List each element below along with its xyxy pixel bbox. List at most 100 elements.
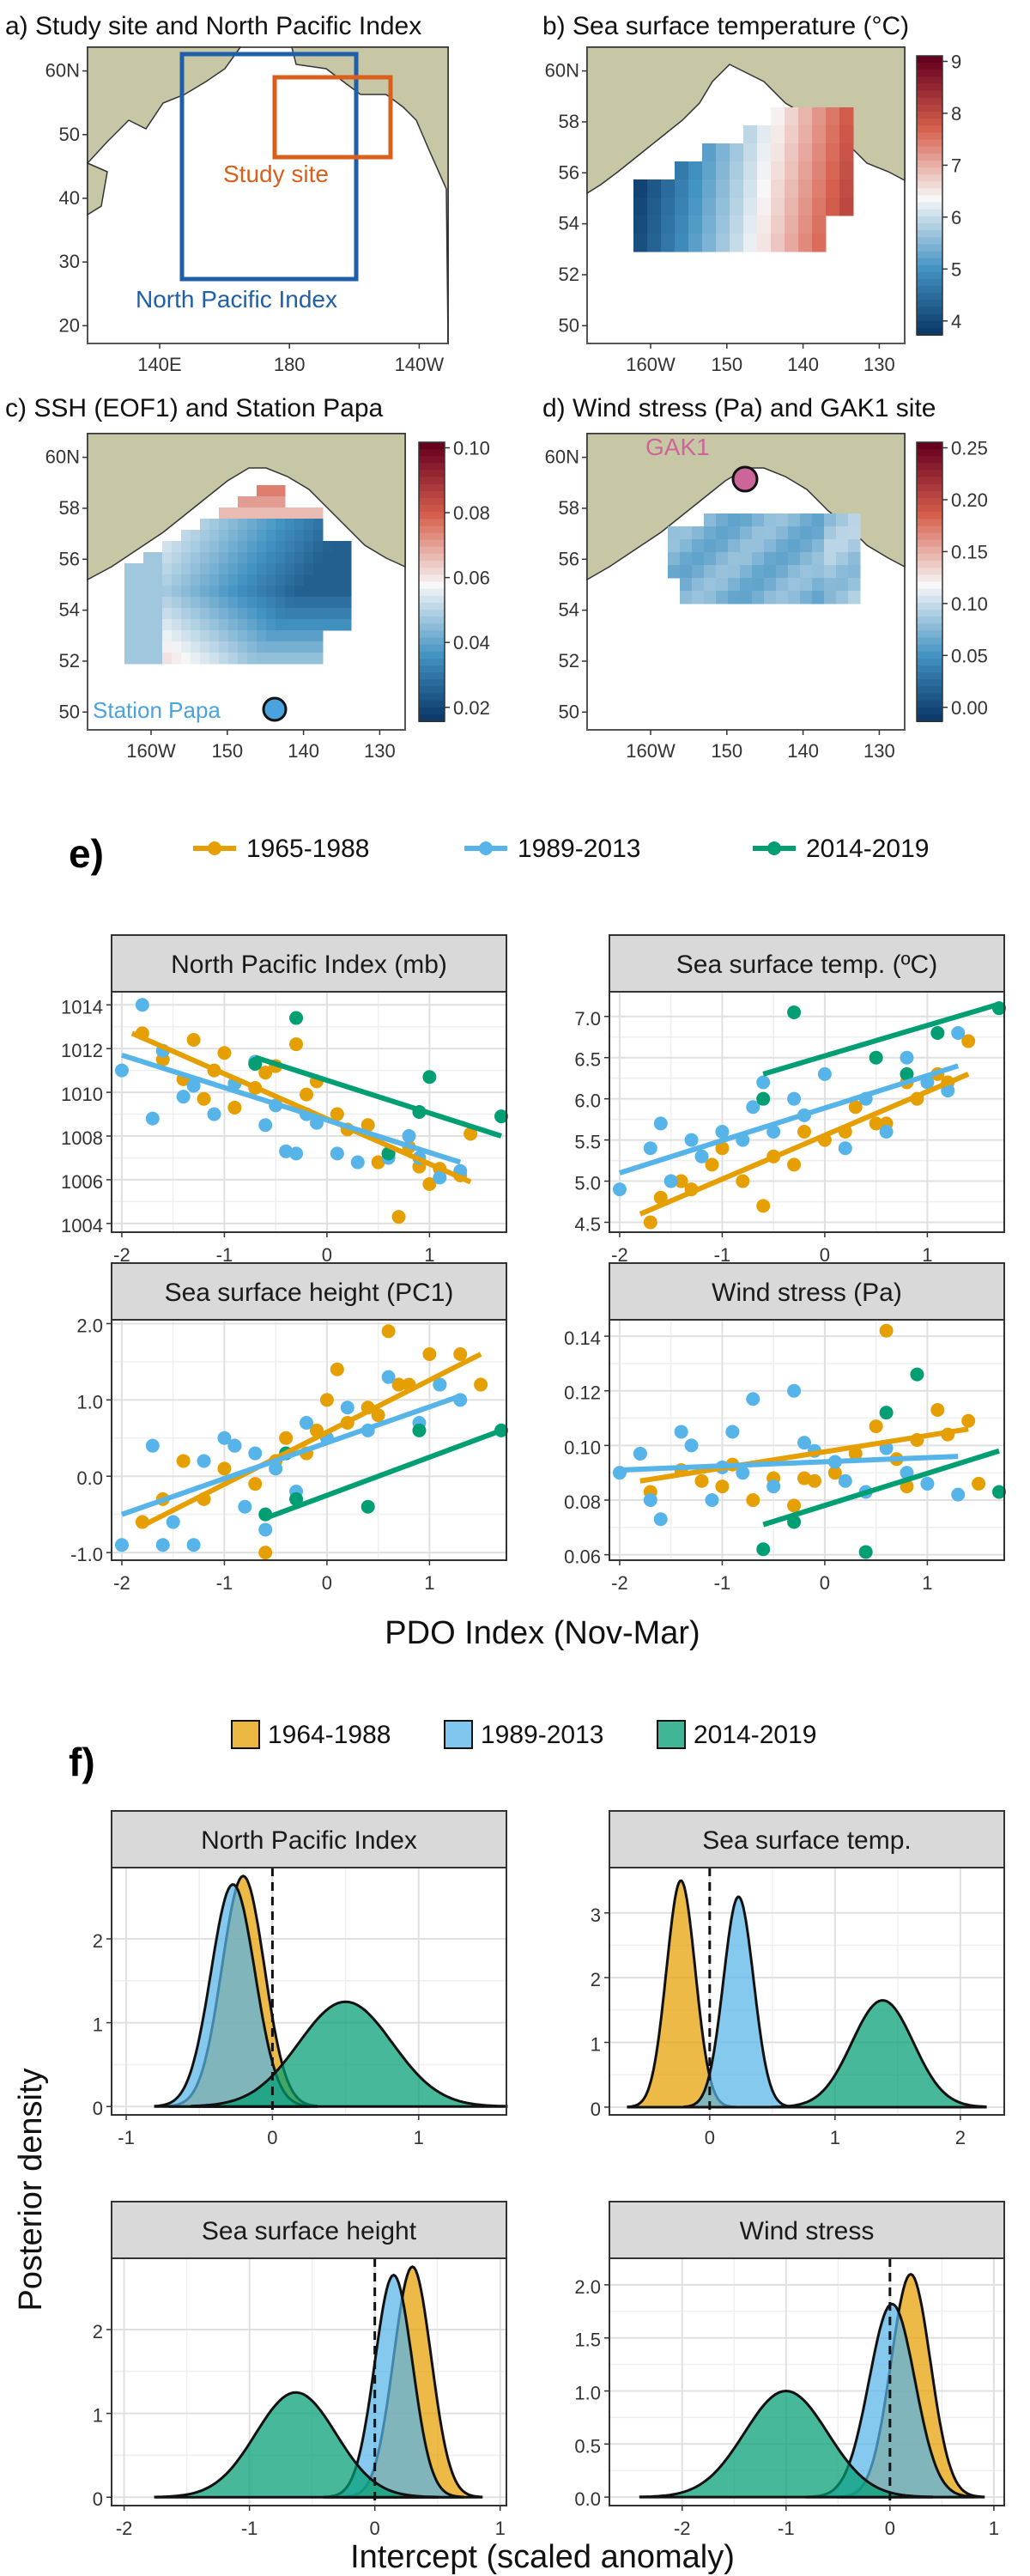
colorbar-segment — [917, 700, 942, 708]
data-point — [217, 1461, 232, 1476]
facet: North Pacific Index 0 1 2 -1 0 1 — [93, 1810, 508, 2148]
sst-cell — [633, 216, 648, 234]
ssh-cell — [209, 597, 220, 609]
ssh-cell — [228, 619, 239, 631]
wind-cell — [800, 552, 813, 566]
x-tick-label: 1 — [922, 1244, 932, 1266]
ssh-cell — [162, 552, 173, 564]
ssh-cell — [304, 641, 314, 653]
ssh-cell — [191, 608, 201, 620]
ssh-cell — [266, 563, 276, 575]
facet-strip — [609, 2201, 1005, 2259]
wind-cell — [788, 513, 801, 527]
sst-cell — [743, 179, 758, 198]
colorbar-segment — [917, 442, 942, 451]
ssh-cell — [266, 630, 276, 642]
data-point — [145, 1438, 160, 1453]
ssh-cell — [247, 563, 258, 575]
ssh-cell — [257, 507, 267, 519]
data-point — [422, 1070, 437, 1084]
data-point — [941, 1084, 955, 1098]
colorbar-segment — [419, 561, 445, 569]
data-point — [869, 1116, 883, 1131]
wind-cell — [728, 526, 741, 540]
y-tick-label: 0.14 — [564, 1327, 601, 1349]
ssh-cell — [209, 608, 220, 620]
facet-border — [609, 1867, 1005, 2116]
wind-cell — [788, 591, 801, 605]
y-tick-label: 0 — [93, 2098, 103, 2119]
data-point — [972, 1476, 986, 1491]
ssh-cell — [247, 630, 258, 642]
colorbar-segment — [917, 244, 942, 252]
sst-cell — [743, 125, 758, 144]
ssh-cell — [162, 653, 173, 665]
ssh-cell — [191, 630, 201, 642]
wind-cell — [812, 513, 825, 527]
map-y-tick-label: 50 — [59, 701, 80, 722]
ssh-cell — [200, 630, 210, 642]
x-tick-label: 1 — [424, 1244, 434, 1266]
facet-strip — [609, 934, 1005, 993]
wind-cell — [836, 513, 849, 527]
ssh-cell — [228, 552, 239, 564]
sst-cell — [688, 234, 703, 252]
ssh-cell — [276, 619, 286, 631]
colorbar-tick-label: 7 — [951, 155, 961, 176]
colorbar-frame — [916, 55, 943, 336]
y-tick-label: 0.0 — [76, 1467, 103, 1489]
ssh-cell — [134, 641, 144, 653]
map-y-tick-label: 50 — [559, 701, 579, 722]
y-tick-label: 1.5 — [574, 2330, 601, 2351]
map-y-tick-label: 56 — [559, 161, 579, 183]
ssh-cell — [219, 563, 229, 575]
ssh-cell — [332, 608, 342, 620]
ssh-cell — [172, 608, 182, 620]
ssh-cell — [257, 586, 267, 598]
ssh-cell — [247, 641, 258, 653]
ssh-cell — [323, 574, 333, 586]
sst-cell — [771, 107, 785, 126]
sst-cell — [798, 197, 813, 216]
sst-cell — [798, 179, 813, 198]
ssh-cell — [134, 574, 144, 586]
colorbar-segment — [917, 679, 942, 688]
data-point — [453, 1347, 468, 1361]
data-point — [238, 1499, 252, 1514]
colorbar-segment — [917, 595, 942, 604]
y-tick-label: 0.12 — [564, 1382, 601, 1404]
y-tick-label: 1004 — [61, 1215, 103, 1236]
ssh-cell — [200, 619, 210, 631]
colorbar-tick-label: 0.02 — [453, 697, 490, 719]
ssh-cell — [181, 552, 191, 564]
ssh-cell — [276, 574, 286, 586]
sst-cell — [812, 216, 827, 234]
wind-cell — [752, 539, 765, 553]
facet-border — [609, 1319, 1005, 1561]
wind-cell — [836, 591, 849, 605]
map-y-tick-label: 40 — [59, 187, 80, 209]
wind-cell — [680, 565, 693, 579]
ssh-cell — [200, 641, 210, 653]
wind-cell — [668, 526, 681, 540]
facet-strip-label: Sea surface height (PC1) — [165, 1279, 454, 1307]
data-point — [412, 1423, 427, 1437]
ssh-cell — [209, 541, 220, 553]
data-point — [289, 1146, 304, 1161]
ssh-cell — [294, 541, 305, 553]
ssh-cell — [153, 586, 163, 598]
data-point — [330, 1362, 344, 1376]
data-point — [920, 1476, 935, 1491]
ssh-cell — [200, 552, 210, 564]
colorbar-segment — [917, 76, 942, 85]
ssh-cell — [153, 619, 163, 631]
ssh-cell — [181, 597, 191, 609]
ssh-cell — [228, 630, 239, 642]
wind-cell — [668, 565, 681, 579]
ssh-cell — [181, 563, 191, 575]
y-tick-label: 0 — [93, 2488, 103, 2510]
sst-cell — [785, 107, 799, 126]
map-x-tick-label: 140 — [288, 740, 319, 762]
wind-cell — [824, 591, 837, 605]
colorbar-segment — [917, 112, 942, 120]
